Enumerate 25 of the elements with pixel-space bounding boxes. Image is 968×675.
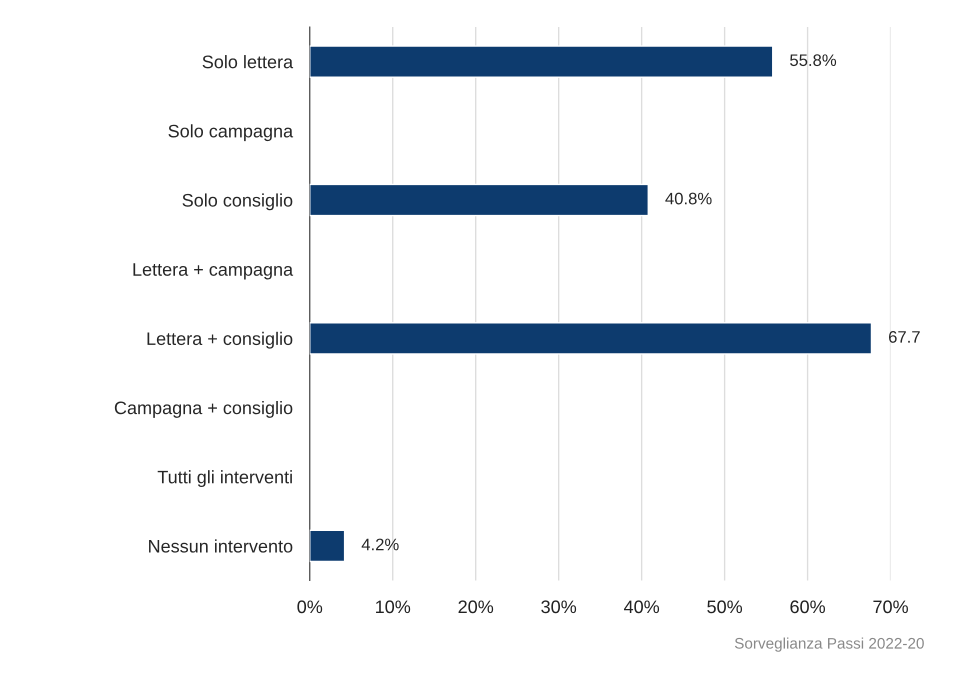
data-label: 4.2% bbox=[362, 538, 399, 550]
bar bbox=[310, 322, 872, 355]
x-tick-label: 0% bbox=[297, 600, 322, 614]
bar bbox=[310, 530, 346, 562]
x-tick-label: 30% bbox=[541, 600, 576, 614]
y-tick-label: Solo lettera bbox=[202, 55, 294, 68]
x-tick-label: 50% bbox=[707, 600, 742, 614]
y-tick-label: Lettera + consiglio bbox=[148, 332, 292, 349]
text: Sorveglianza Passi 2022-20 bbox=[734, 638, 924, 652]
bar bbox=[310, 45, 774, 78]
y-tick-label: Campagna + consiglio bbox=[114, 400, 292, 418]
y-tick-label: Lettera + campagna bbox=[133, 263, 294, 280]
y-tick-label: Nessun intervento bbox=[149, 539, 292, 553]
data-label: 55.8% bbox=[790, 54, 836, 66]
x-tick-label: 10% bbox=[376, 600, 410, 614]
x-tick-label: 40% bbox=[624, 600, 660, 614]
x-tick-label: 70% bbox=[873, 600, 908, 614]
x-tick-label: 60% bbox=[790, 600, 826, 614]
y-tick-label: Solo consiglio bbox=[182, 193, 292, 210]
y-tick-label: Solo campagna bbox=[168, 124, 294, 142]
data-label: 67.7 bbox=[888, 331, 920, 343]
data-label: 40.8% bbox=[665, 192, 712, 204]
x-tick-label: 20% bbox=[458, 600, 494, 614]
y-tick-label: Tutti gli interventi bbox=[158, 470, 292, 488]
bar bbox=[310, 184, 649, 216]
